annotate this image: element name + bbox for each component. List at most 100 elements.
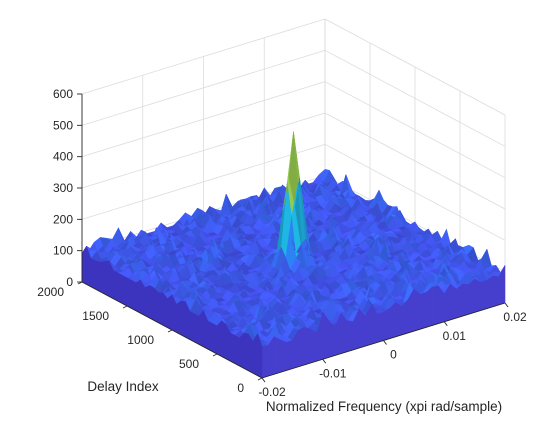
surface-skirt bbox=[340, 312, 348, 354]
surface-skirt bbox=[480, 280, 488, 311]
surface-skirt bbox=[239, 332, 245, 369]
surface-skirt bbox=[346, 320, 354, 353]
surface-skirt bbox=[273, 336, 281, 375]
surface-skirt bbox=[486, 275, 494, 309]
wall-grid-line bbox=[324, 18, 506, 116]
x-tick-label: 0.01 bbox=[443, 329, 467, 343]
y-tick-label: 1500 bbox=[82, 309, 109, 323]
wall-grid-line bbox=[81, 112, 326, 189]
surface-skirt bbox=[176, 300, 182, 336]
surface-skirt bbox=[431, 285, 439, 326]
surface-skirt bbox=[117, 272, 123, 305]
surface-skirt bbox=[456, 283, 463, 319]
surface-skirt bbox=[81, 245, 87, 285]
surface-skirt bbox=[252, 332, 258, 377]
surface-skirt bbox=[158, 292, 164, 326]
y-axis-label: Delay Index bbox=[87, 379, 159, 394]
wall-grid-line bbox=[324, 112, 506, 210]
surface-skirt bbox=[189, 310, 195, 343]
surface-skirt bbox=[113, 270, 119, 302]
surface-skirt bbox=[126, 277, 132, 309]
surface-skirt bbox=[395, 301, 402, 338]
surface-skirt bbox=[162, 291, 168, 329]
surface-skirt bbox=[358, 308, 366, 349]
surface-skirt bbox=[425, 286, 433, 328]
wall-grid-line bbox=[81, 49, 326, 126]
surface-skirt bbox=[167, 294, 173, 331]
surface-skirt bbox=[221, 320, 227, 360]
surface-skirt bbox=[248, 333, 254, 374]
y-tick-mark bbox=[167, 329, 173, 333]
surface-skirt bbox=[90, 258, 96, 290]
surface-skirt bbox=[95, 260, 101, 293]
y-tick-mark bbox=[257, 377, 263, 381]
surface-skirt bbox=[322, 311, 330, 360]
surface-skirt bbox=[135, 279, 141, 314]
z-tick-label: 200 bbox=[53, 212, 73, 226]
axis-layer bbox=[77, 93, 509, 383]
wall-grid-line bbox=[81, 81, 326, 158]
wall-grid-line bbox=[324, 49, 506, 147]
surface-skirt bbox=[304, 327, 311, 366]
y-tick-mark bbox=[212, 353, 218, 357]
x-tick-mark bbox=[261, 377, 266, 383]
tick-labels: -0.02-0.0100.010.02050010001500200001002… bbox=[37, 87, 527, 399]
surface-skirt bbox=[286, 340, 293, 371]
surface-skirt bbox=[131, 279, 137, 312]
surface-skirt bbox=[389, 301, 396, 339]
surface-skirt bbox=[153, 287, 159, 324]
x-tick-label: 0.02 bbox=[503, 310, 527, 324]
surface-skirt bbox=[462, 283, 469, 317]
z-tick-label: 300 bbox=[53, 181, 73, 195]
x-tick-label: 0 bbox=[390, 348, 397, 362]
surface-skirt bbox=[212, 322, 218, 355]
surface-skirt bbox=[377, 311, 384, 343]
surface-skirt bbox=[194, 313, 200, 345]
surface-skirt bbox=[122, 274, 128, 307]
surface-skirt bbox=[216, 320, 222, 357]
y-tick-mark bbox=[122, 305, 128, 309]
surface-skirt bbox=[468, 278, 475, 315]
y-tick-label: 2000 bbox=[37, 285, 64, 299]
surface-skirt bbox=[383, 308, 390, 341]
surface-skirt bbox=[413, 288, 421, 332]
surface-skirt bbox=[261, 345, 269, 379]
wall-grid-line bbox=[81, 143, 326, 220]
surface-skirt bbox=[180, 300, 186, 338]
y-tick-label: 500 bbox=[179, 357, 199, 371]
z-tick-label: 400 bbox=[53, 150, 73, 164]
wall-grid-line bbox=[324, 143, 506, 241]
y-tick-label: 0 bbox=[237, 381, 244, 395]
z-tick-label: 500 bbox=[53, 118, 73, 132]
surface-skirt bbox=[298, 327, 305, 368]
x-tick-mark bbox=[322, 358, 327, 364]
x-tick-label: -0.01 bbox=[319, 366, 347, 380]
wall-grid-line bbox=[81, 18, 326, 95]
surface-skirt bbox=[230, 332, 236, 365]
surface-skirt bbox=[492, 275, 500, 308]
surface-skirt bbox=[419, 292, 427, 330]
x-tick-mark bbox=[504, 302, 509, 308]
surface-skirt bbox=[310, 328, 317, 364]
z-tick-label: 100 bbox=[53, 244, 73, 258]
z-tick-label: 0 bbox=[66, 275, 73, 289]
surface-skirt bbox=[243, 332, 249, 372]
y-tick-label: 1000 bbox=[127, 333, 154, 347]
surface-skirt bbox=[198, 309, 204, 348]
surface-skirt bbox=[234, 334, 240, 367]
surface-skirt bbox=[149, 284, 155, 321]
surface-skirt bbox=[104, 260, 110, 297]
surface-skirt bbox=[279, 339, 287, 373]
surface-skirt bbox=[474, 278, 481, 313]
x-axis-label: Normalized Frequency (xpi rad/sample) bbox=[266, 399, 502, 414]
surface-skirt bbox=[144, 285, 150, 319]
surface-skirt bbox=[99, 261, 105, 295]
x-tick-label: -0.02 bbox=[258, 385, 286, 399]
x-tick-mark bbox=[383, 340, 387, 345]
surface-skirt bbox=[207, 320, 213, 353]
z-tick-label: 600 bbox=[53, 87, 73, 101]
x-tick-mark bbox=[443, 321, 448, 327]
surface-skirt bbox=[328, 319, 336, 358]
